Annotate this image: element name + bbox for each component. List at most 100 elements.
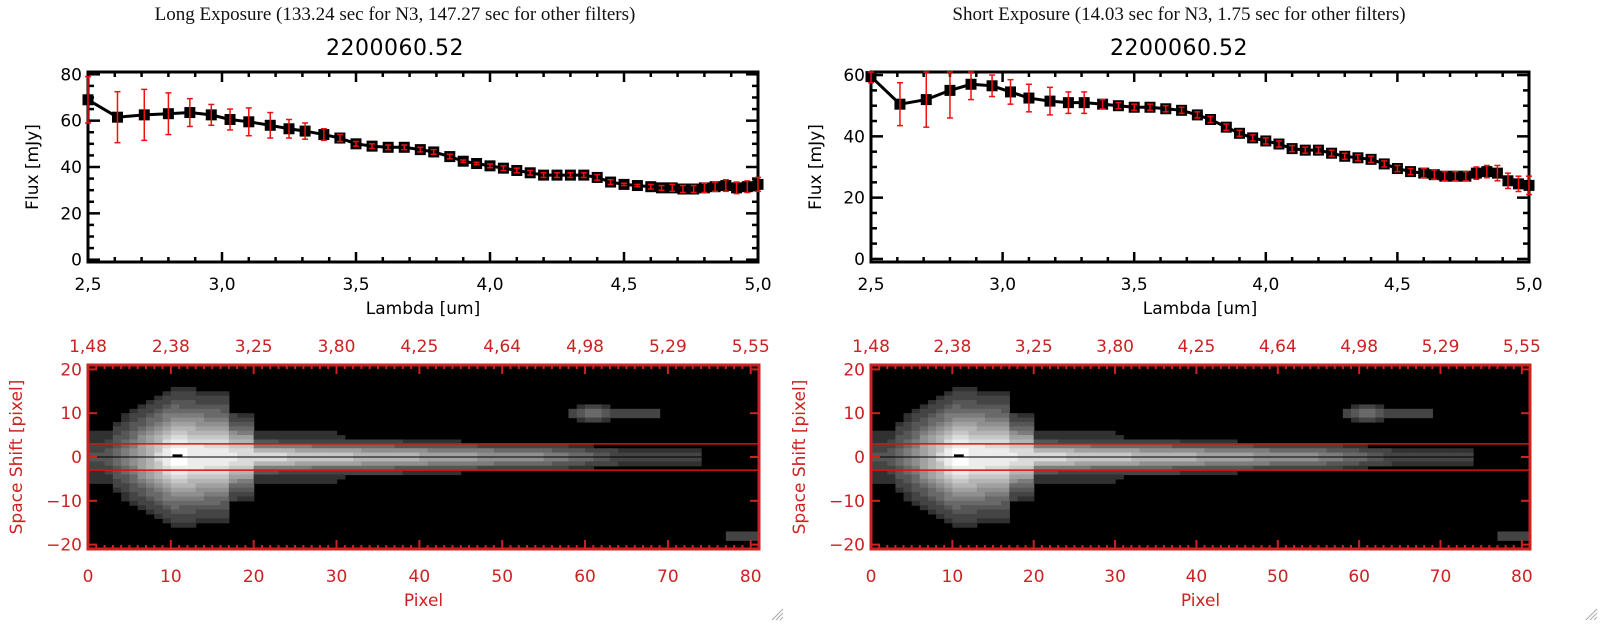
image-pixel (585, 417, 594, 423)
image-pixel (1098, 465, 1108, 471)
image-pixel (952, 483, 962, 489)
image-pixel (1066, 461, 1075, 467)
image-pixel (1367, 413, 1377, 419)
image-pixel (927, 421, 937, 427)
image-pixel (170, 439, 180, 445)
image-pixel (1017, 461, 1027, 467)
image-pixel (984, 518, 994, 524)
image-pixel (121, 496, 131, 502)
image-pixel (984, 478, 994, 484)
image-pixel (187, 513, 197, 519)
image-pixel (936, 426, 945, 432)
image-pixel (1025, 478, 1035, 484)
image-pixel (419, 452, 429, 458)
image-pixel (112, 439, 122, 445)
image-pixel (919, 443, 929, 449)
image-pixel (1456, 448, 1466, 454)
image-pixel (1049, 474, 1059, 480)
resize-grip-icon[interactable] (770, 606, 784, 621)
image-pixel (112, 435, 122, 441)
image-pixel (659, 457, 669, 462)
image-pixel (1163, 439, 1173, 445)
image-pixel (585, 461, 594, 467)
image-pixel (137, 435, 147, 441)
image-pixel (927, 417, 937, 423)
image-pixel (1237, 443, 1246, 449)
image-pixel (659, 461, 669, 467)
image-pixel (179, 452, 189, 458)
image-pixel (576, 443, 586, 449)
image-pixel (212, 496, 222, 502)
image-pixel (88, 470, 97, 476)
image-pixel (129, 492, 139, 498)
image-pixel (303, 478, 313, 484)
image-pixel (203, 448, 213, 454)
image-pixel (1082, 465, 1092, 471)
image-pixel (1399, 457, 1409, 462)
image-pixel (1009, 496, 1019, 502)
image-pixel (984, 443, 994, 449)
image-pixel (112, 457, 122, 462)
image-pixel (1082, 470, 1092, 476)
image-pixel (170, 500, 180, 506)
error-bar (1381, 160, 1388, 168)
image-pixel (195, 413, 205, 419)
image-pixel (976, 404, 986, 410)
image-pixel (145, 400, 155, 406)
image-pixel (1001, 478, 1010, 484)
image-pixel (1139, 461, 1149, 467)
image-pixel (952, 386, 962, 392)
image-pixel (993, 487, 1002, 493)
image-y-tick-label: −10 (46, 492, 82, 512)
image-pixel (1334, 457, 1344, 462)
image-pixel (1001, 421, 1010, 427)
image-pixel (195, 478, 205, 484)
image-pixel (944, 413, 953, 419)
image-pixel (286, 443, 296, 449)
y-tick-label: 40 (843, 127, 865, 147)
image-x-tick-label: 70 (657, 567, 679, 587)
image-pixel (1432, 448, 1442, 454)
image-pixel (510, 443, 520, 449)
image-pixel (220, 395, 230, 401)
image-pixel (336, 465, 346, 471)
image-pixel (1001, 465, 1010, 471)
image-top-tick-label: 3,80 (318, 337, 356, 357)
image-pixel (543, 452, 553, 458)
image-pixel (245, 461, 255, 467)
image-pixel (129, 430, 139, 436)
image-pixel (1375, 448, 1385, 454)
error-bar (1328, 149, 1335, 158)
image-pixel (237, 465, 246, 471)
image-x-tick-label: 20 (1023, 567, 1045, 587)
image-pixel (1521, 531, 1531, 537)
image-pixel (319, 452, 329, 458)
image-pixel (104, 465, 114, 471)
image-pixel (903, 417, 913, 423)
image-pixel (919, 439, 929, 445)
image-pixel (1058, 448, 1067, 454)
image-pixel (911, 413, 921, 419)
image-pixel (551, 465, 561, 471)
image-pixel (328, 448, 338, 454)
image-pixel (1180, 448, 1189, 454)
image-pixel (1009, 417, 1019, 423)
image-pixel (1359, 404, 1368, 410)
image-pixel (121, 417, 131, 423)
image-pixel (1090, 457, 1100, 462)
image-pixel (1196, 470, 1206, 476)
image-pixel (1294, 457, 1303, 462)
image-pixel (452, 439, 462, 445)
image-pixel (952, 443, 962, 449)
image-pixel (1277, 448, 1287, 454)
resize-grip-icon[interactable] (1584, 606, 1598, 621)
image-pixel (1399, 408, 1409, 414)
image-pixel (911, 478, 921, 484)
image-pixel (1416, 461, 1425, 467)
image-x-tick-label: 40 (1186, 567, 1208, 587)
image-pixel (1383, 413, 1393, 419)
image-pixel (1074, 457, 1084, 462)
image-pixel (129, 461, 139, 467)
image-pixel (129, 483, 139, 489)
